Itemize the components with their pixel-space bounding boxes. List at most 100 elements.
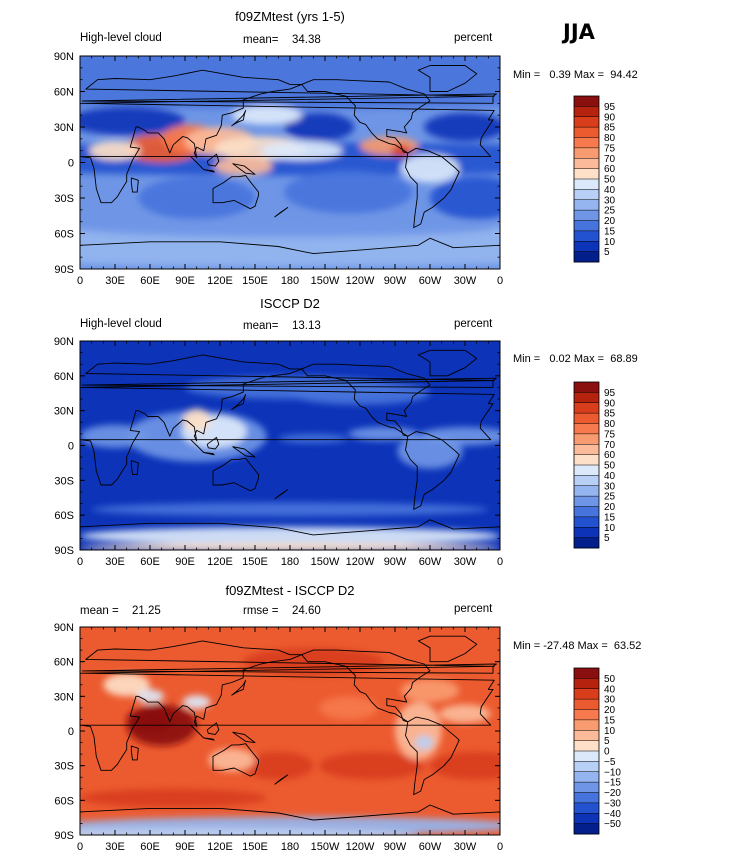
colorbar-swatch bbox=[574, 719, 599, 731]
colorbar-label: 95 bbox=[604, 388, 616, 399]
colorbar-swatch bbox=[574, 527, 599, 539]
y-tick-label: 0 bbox=[68, 726, 74, 738]
colorbar-swatch bbox=[574, 771, 599, 783]
colorbar-label: 40 bbox=[604, 684, 616, 695]
x-tick-label: 120E bbox=[207, 275, 233, 287]
colorbar-swatch bbox=[574, 423, 599, 435]
colorbar-swatch bbox=[574, 485, 599, 497]
panel-1-title: f09ZMtest (yrs 1-5) bbox=[235, 9, 345, 24]
x-tick-label: 150E bbox=[242, 841, 268, 853]
colorbar-swatch bbox=[574, 506, 599, 518]
coastline bbox=[232, 446, 256, 458]
x-tick-label: 0 bbox=[497, 275, 503, 287]
colorbar-swatch bbox=[574, 761, 599, 773]
field-region bbox=[400, 679, 460, 703]
colorbar-swatch bbox=[574, 402, 599, 414]
y-tick-label: 30S bbox=[54, 193, 74, 205]
x-tick-label: 90E bbox=[175, 841, 195, 853]
colorbar-swatch bbox=[574, 168, 599, 180]
x-tick-label: 60E bbox=[140, 556, 160, 568]
coastline bbox=[231, 109, 247, 127]
coastline bbox=[301, 79, 431, 154]
coastline bbox=[301, 649, 431, 723]
colorbar-swatch bbox=[574, 189, 599, 201]
coastline bbox=[80, 237, 500, 269]
x-tick-label: 120E bbox=[207, 841, 233, 853]
colorbar-swatch bbox=[574, 802, 599, 814]
colorbar-swatch bbox=[574, 496, 599, 507]
x-tick-label: 150E bbox=[242, 556, 268, 568]
coastline bbox=[417, 349, 478, 377]
panel-2-units: percent bbox=[454, 318, 493, 330]
colorbar-label: 80 bbox=[604, 133, 616, 144]
panel-3-title: f09ZMtest - ISCCP D2 bbox=[225, 583, 355, 598]
map-panel-1 bbox=[80, 56, 500, 269]
x-tick-label: 60E bbox=[140, 275, 160, 287]
y-tick-label: 30S bbox=[54, 475, 74, 487]
x-tick-label: 120W bbox=[346, 275, 375, 287]
x-tick-label: 120E bbox=[207, 556, 233, 568]
y-tick-label: 30N bbox=[54, 406, 74, 418]
y-tick-label: 90S bbox=[54, 545, 74, 557]
panel-1-mean-label: mean= bbox=[243, 34, 279, 46]
colorbar-swatch bbox=[574, 392, 599, 404]
coastline bbox=[232, 731, 256, 744]
colorbar-swatch bbox=[574, 413, 599, 424]
field-region bbox=[414, 735, 434, 750]
x-tick-label: 150W bbox=[311, 556, 340, 568]
y-tick-label: 0 bbox=[68, 158, 74, 170]
coastline bbox=[405, 716, 460, 796]
x-tick-label: 150E bbox=[242, 275, 268, 287]
colorbar-swatch bbox=[574, 792, 599, 804]
colorbar-label: 50 bbox=[604, 175, 616, 186]
colorbar-swatch bbox=[574, 740, 599, 752]
x-tick-label: 30W bbox=[454, 841, 477, 853]
cloud-field bbox=[80, 375, 500, 550]
colorbar-swatch bbox=[574, 516, 599, 528]
x-tick-label: 0 bbox=[77, 841, 83, 853]
coastline bbox=[405, 147, 460, 229]
y-tick-label: 90S bbox=[54, 830, 74, 842]
field-region bbox=[91, 502, 489, 517]
field-region bbox=[138, 176, 255, 220]
x-tick-label: 90E bbox=[175, 275, 195, 287]
colorbar-label: 40 bbox=[604, 471, 616, 482]
colorbar-swatch bbox=[574, 537, 599, 549]
map-panel-2 bbox=[80, 341, 500, 550]
field-region bbox=[430, 176, 500, 220]
colorbar-label: 5 bbox=[604, 736, 610, 747]
colorbar-label: 60 bbox=[604, 164, 616, 175]
coastline bbox=[417, 65, 478, 92]
colorbar-label: 25 bbox=[604, 492, 616, 503]
colorbar-swatch bbox=[574, 454, 599, 466]
colorbar-swatch bbox=[574, 699, 599, 710]
coastline bbox=[80, 69, 495, 204]
field-region bbox=[284, 112, 355, 142]
x-tick-label: 120W bbox=[346, 841, 375, 853]
x-tick-label: 30E bbox=[105, 275, 125, 287]
coastline bbox=[301, 363, 431, 437]
x-tick-label: 0 bbox=[497, 556, 503, 568]
coastline bbox=[274, 207, 289, 218]
colorbar-swatch bbox=[574, 220, 599, 232]
colorbar-label: 75 bbox=[604, 429, 616, 440]
field-region bbox=[243, 751, 314, 780]
colorbar-label: 15 bbox=[604, 226, 616, 237]
colorbar-label: −40 bbox=[604, 809, 621, 820]
colorbar-label: 5 bbox=[604, 247, 610, 258]
colorbar-swatch bbox=[574, 147, 599, 159]
season-label: JJA bbox=[563, 20, 595, 44]
x-tick-label: 120W bbox=[346, 556, 375, 568]
panel-2-mean-value: 13.13 bbox=[292, 320, 321, 332]
x-tick-label: 150W bbox=[311, 275, 340, 287]
colorbar-label: −30 bbox=[604, 798, 621, 809]
y-tick-label: 90N bbox=[54, 336, 74, 348]
colorbar-label: 15 bbox=[604, 512, 616, 523]
panel-3-mean-value: 21.25 bbox=[132, 605, 161, 617]
colorbar-label: 95 bbox=[604, 102, 616, 113]
y-tick-label: 30N bbox=[54, 122, 74, 134]
x-tick-label: 180 bbox=[281, 556, 299, 568]
x-tick-label: 60W bbox=[419, 841, 442, 853]
colorbar-swatch bbox=[574, 179, 599, 190]
colorbar-swatch bbox=[574, 127, 599, 138]
